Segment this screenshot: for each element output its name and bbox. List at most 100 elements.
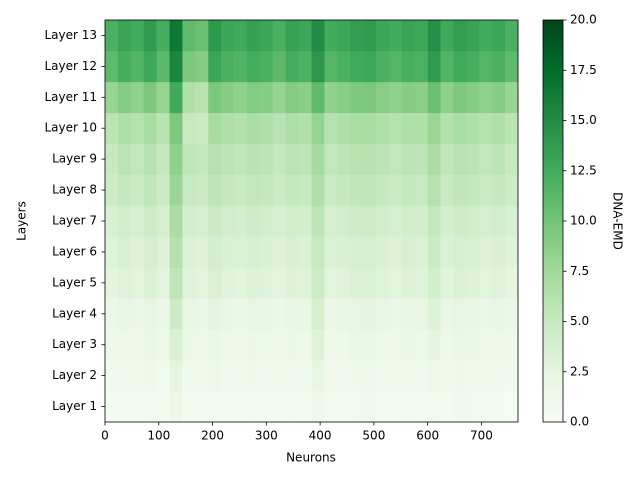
heat-cell xyxy=(234,81,248,114)
heat-cell xyxy=(363,81,377,114)
x-tick-label: 100 xyxy=(147,429,170,443)
heat-cell xyxy=(453,143,467,175)
heat-cell xyxy=(453,267,467,299)
heat-cell xyxy=(376,81,390,114)
heat-cell xyxy=(440,391,454,423)
heat-cell xyxy=(414,267,428,299)
y-tick-label: Layer 3 xyxy=(52,337,97,351)
heat-cell xyxy=(388,360,403,392)
y-tick-label: Layer 13 xyxy=(44,28,97,42)
heat-cell xyxy=(363,205,377,237)
heat-cell xyxy=(143,267,157,299)
heat-cell xyxy=(427,112,441,144)
heat-cell xyxy=(156,329,170,361)
heat-cell xyxy=(337,112,351,144)
y-tick-label: Layer 7 xyxy=(52,214,97,228)
heat-cell xyxy=(130,50,145,83)
heat-cell xyxy=(440,360,454,392)
heat-cell xyxy=(259,174,274,206)
heat-cell xyxy=(311,143,325,175)
colorbar-tick-label: 12.5 xyxy=(570,163,597,177)
heat-cell xyxy=(427,267,441,299)
heat-cell xyxy=(492,236,506,268)
heat-cell xyxy=(466,81,480,114)
x-tick-label: 600 xyxy=(416,429,439,443)
heat-cell xyxy=(156,143,170,175)
heat-cell xyxy=(117,50,132,83)
heat-cell xyxy=(221,267,235,299)
heat-cell xyxy=(182,360,196,392)
heat-cell xyxy=(401,205,416,237)
heat-cell xyxy=(453,174,467,206)
heat-cell xyxy=(117,205,132,237)
heat-cell xyxy=(272,298,286,330)
heat-cell xyxy=(298,81,312,114)
heat-cell xyxy=(285,267,299,299)
heat-cell xyxy=(505,267,519,299)
heat-cell xyxy=(143,81,157,114)
heat-cell xyxy=(195,391,209,423)
heat-cell xyxy=(492,112,506,144)
heat-cell xyxy=(234,143,248,175)
heat-cell xyxy=(363,267,377,299)
heat-cell xyxy=(105,236,119,268)
heat-cell xyxy=(143,112,157,144)
heat-cell xyxy=(259,205,274,237)
heat-cell xyxy=(505,360,519,392)
heat-cell xyxy=(324,205,338,237)
heat-cell xyxy=(182,298,196,330)
heat-cell xyxy=(105,360,119,392)
heat-cell xyxy=(234,298,248,330)
heat-cell xyxy=(479,81,493,114)
heat-cell xyxy=(105,329,119,361)
heat-cell xyxy=(272,391,286,423)
heat-cell xyxy=(414,143,428,175)
heat-cell xyxy=(208,360,222,392)
heat-cell xyxy=(492,391,506,423)
heat-cell xyxy=(479,236,493,268)
heat-cell xyxy=(311,267,325,299)
heat-cell xyxy=(350,236,364,268)
heat-cell xyxy=(285,112,299,144)
heat-cell xyxy=(130,205,145,237)
heat-cell xyxy=(311,112,325,144)
heat-cell xyxy=(105,205,119,237)
heat-cell xyxy=(324,174,338,206)
heat-cell xyxy=(376,143,390,175)
heat-cell xyxy=(414,391,428,423)
heat-cell xyxy=(143,236,157,268)
heat-cell xyxy=(117,267,132,299)
heat-cell xyxy=(466,391,480,423)
colorbar-tick-label: 17.5 xyxy=(570,63,597,77)
colorbar-tick-label: 2.5 xyxy=(570,364,589,378)
heat-cell xyxy=(427,329,441,361)
heat-cell xyxy=(505,391,519,423)
heat-cell xyxy=(105,174,119,206)
heat-cell xyxy=(492,143,506,175)
heat-cell xyxy=(298,298,312,330)
heat-cell xyxy=(479,20,493,52)
heat-cell xyxy=(414,174,428,206)
heat-cell xyxy=(285,20,299,52)
heat-cell xyxy=(234,174,248,206)
heat-cell xyxy=(350,50,364,83)
heat-cell xyxy=(195,267,209,299)
heat-cell xyxy=(221,20,235,52)
heat-cell xyxy=(259,391,274,423)
heat-cell xyxy=(453,391,467,423)
heat-cell xyxy=(182,143,196,175)
heat-cell xyxy=(505,236,519,268)
heat-cell xyxy=(337,143,351,175)
heat-cell xyxy=(350,112,364,144)
heat-cell xyxy=(156,20,170,52)
heat-cell xyxy=(130,20,145,52)
heat-cell xyxy=(401,174,416,206)
heat-cell xyxy=(169,81,183,114)
heat-cell xyxy=(388,50,403,83)
colorbar-tick-label: 20.0 xyxy=(570,13,597,27)
heat-cell xyxy=(259,112,274,144)
heat-cell xyxy=(466,236,480,268)
heat-cell xyxy=(337,236,351,268)
y-tick-label: Layer 9 xyxy=(52,152,97,166)
